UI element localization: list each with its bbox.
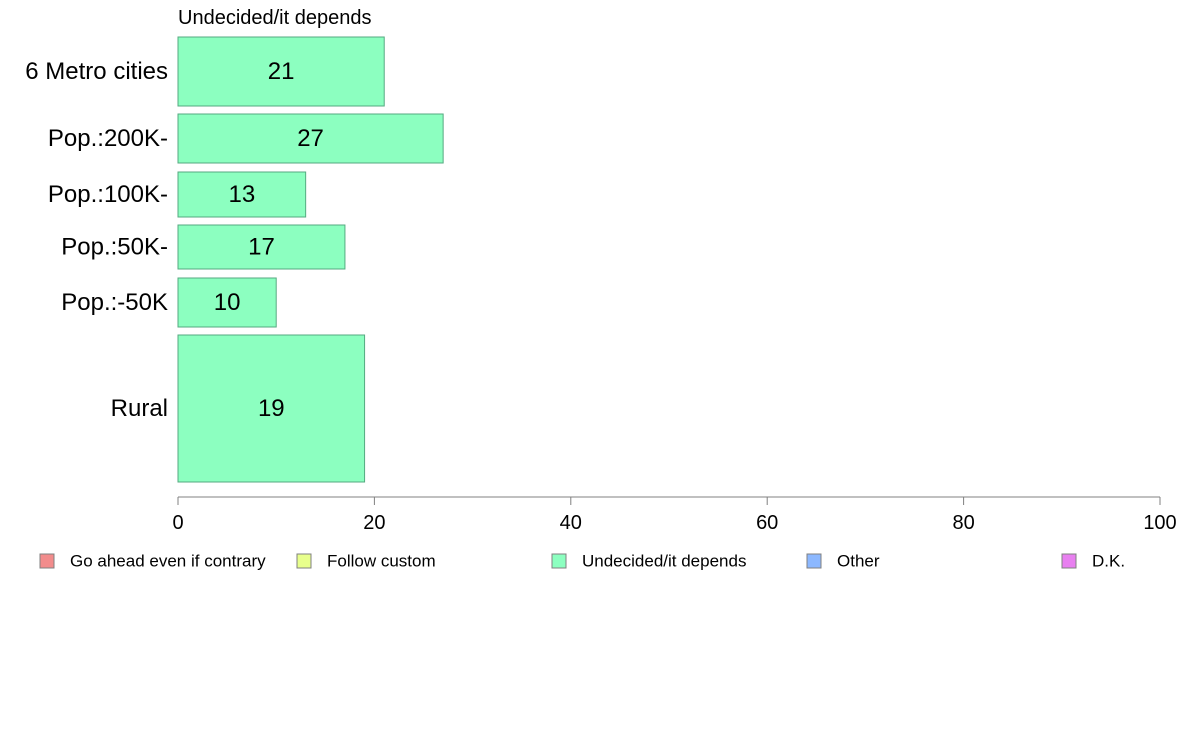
legend: Go ahead even if contrary Follow custom Un… [39, 552, 1125, 571]
bar-value-label: 21 [268, 58, 295, 85]
bar [177, 36, 385, 107]
x-axis: 0 20 40 60 80 100 [172, 496, 1177, 534]
category-label: Pop.:-50K [61, 289, 168, 316]
bar-value-label: 19 [258, 395, 285, 422]
legend-swatch [39, 553, 55, 569]
legend-label: Undecided/it depends [582, 552, 746, 571]
bar-value-label: 17 [248, 234, 275, 261]
category-label: Pop.:200K- [48, 125, 168, 152]
bar-value-label: 27 [297, 125, 324, 152]
category-label: Rural [111, 395, 168, 422]
bars-group: 6 Metro cities 21 Pop.:200K- 27 Pop.:100K- 13… [25, 36, 444, 483]
bar [177, 113, 444, 164]
bar-value-label: 13 [228, 181, 255, 208]
x-tick-label: 0 [172, 512, 183, 534]
legend-label: Follow custom [327, 552, 436, 571]
bar [177, 224, 346, 270]
x-tick-label: 20 [363, 512, 385, 534]
x-tick-label: 100 [1143, 512, 1176, 534]
legend-swatch [551, 553, 567, 569]
bar [177, 277, 277, 328]
category-label: Pop.:50K- [61, 234, 168, 261]
bar [177, 334, 366, 483]
legend-label: Other [837, 552, 880, 571]
legend-label: Go ahead even if contrary [70, 552, 266, 571]
legend-swatch [296, 553, 312, 569]
x-tick-label: 80 [952, 512, 974, 534]
category-label: 6 Metro cities [25, 58, 168, 85]
chart-title: Undecided/it depends [178, 7, 371, 29]
bar [177, 171, 307, 218]
legend-swatch [806, 553, 822, 569]
legend-label: D.K. [1092, 552, 1125, 571]
legend-swatch [1061, 553, 1077, 569]
category-label: Pop.:100K- [48, 181, 168, 208]
bar-value-label: 10 [214, 289, 241, 316]
x-tick-label: 40 [560, 512, 582, 534]
x-tick-label: 60 [756, 512, 778, 534]
